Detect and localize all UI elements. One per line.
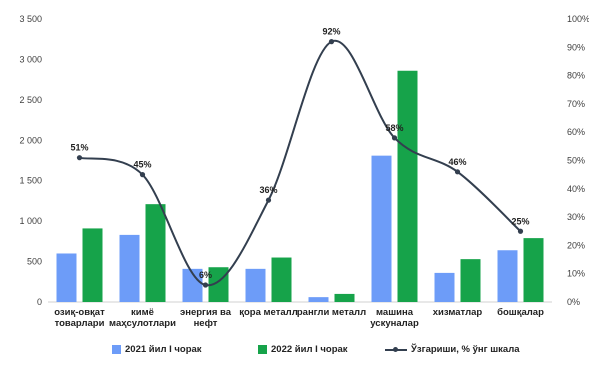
bar-s1-1	[56, 253, 77, 302]
right-tick-label: 10%	[567, 269, 585, 279]
category-label-line: машина	[376, 307, 414, 318]
right-tick-label: 40%	[567, 184, 585, 194]
left-tick-label: 1 500	[19, 176, 42, 186]
left-tick-label: 3 500	[19, 14, 42, 24]
bar-s1-6	[371, 155, 392, 302]
legend-swatch-series-3	[385, 345, 407, 354]
category-label-line: бошқалар	[497, 307, 544, 318]
bar-s2-5	[334, 293, 355, 302]
bar-series-group	[56, 70, 544, 303]
line-point-5	[328, 39, 335, 45]
bar-s1-2	[119, 234, 140, 302]
legend-item-series-3: Ўзгариши, % ўнг шкала	[385, 344, 520, 355]
category-label-line: энергия ва	[180, 307, 232, 318]
bar-s2-7	[460, 259, 481, 302]
bar-s2-1	[82, 228, 103, 302]
bar-s2-4	[271, 257, 292, 302]
combo-chart: 0 500 1 000 1 500 2 000 2 500 3 000 3 500 0% 10%…	[19, 14, 589, 329]
category-label-2: кимё маҳсулотлари	[109, 307, 176, 329]
left-y-axis: 0 500 1 000 1 500 2 000 2 500 3 000 3 500	[19, 14, 42, 307]
legend-item-series-2: 2022 йил I чорак	[258, 344, 348, 355]
line-point-1	[76, 155, 83, 161]
right-tick-label: 20%	[567, 240, 585, 250]
data-label-4: 36%	[259, 185, 277, 195]
bar-s1-7	[434, 272, 455, 302]
category-label-line: рангли металл	[297, 307, 366, 318]
category-label-line: хизматлар	[433, 307, 483, 318]
bar-s1-4	[245, 268, 266, 302]
category-label-7: хизматлар	[433, 307, 483, 318]
line-series-group: 51% 45% 6% 36% 92% 58% 46% 25%	[70, 27, 530, 288]
legend-swatch-series-2	[258, 345, 267, 354]
line-point-7	[454, 169, 461, 175]
right-y-axis: 0% 10% 20% 30% 40% 50% 60% 70% 80% 90% 100%	[567, 14, 589, 307]
legend-label-series-3: Ўзгариши, % ўнг шкала	[411, 344, 520, 355]
left-tick-label: 3 000	[19, 54, 42, 64]
data-label-1: 51%	[70, 143, 88, 153]
category-label-line: қора металл	[239, 307, 297, 318]
data-label-8: 25%	[511, 216, 529, 226]
right-tick-label: 0%	[567, 297, 580, 307]
right-tick-label: 100%	[567, 14, 589, 24]
data-label-5: 92%	[322, 27, 340, 37]
bar-s1-5	[308, 297, 329, 302]
data-label-3: 6%	[199, 270, 212, 280]
bar-s2-6	[397, 70, 418, 303]
right-tick-label: 70%	[567, 99, 585, 109]
percent-change-line	[79, 39, 522, 287]
legend-label-series-1: 2021 йил I чорак	[125, 344, 202, 355]
left-tick-label: 2 000	[19, 135, 42, 145]
category-label-line: озиқ-овқат	[54, 307, 105, 318]
bar-s1-8	[497, 250, 518, 302]
line-point-2	[139, 172, 146, 178]
right-tick-label: 50%	[567, 156, 585, 166]
legend-swatch-series-1	[112, 345, 121, 354]
category-label-1: озиқ-овқат товарлари	[54, 307, 105, 329]
category-label-line: кимё	[131, 307, 154, 318]
left-tick-label: 2 500	[19, 95, 42, 105]
category-label-line: товарлари	[55, 318, 105, 329]
line-point-8	[517, 228, 524, 234]
data-label-6: 58%	[385, 123, 403, 133]
left-tick-label: 500	[27, 257, 42, 267]
right-tick-label: 90%	[567, 42, 585, 52]
category-label-line: нефт	[194, 318, 218, 329]
bar-s1-3	[182, 268, 203, 302]
category-label-8: бошқалар	[497, 307, 544, 318]
line-point-4	[265, 197, 272, 203]
category-label-6: машина ускуналар	[370, 307, 419, 329]
right-tick-label: 80%	[567, 71, 585, 81]
left-tick-label: 0	[37, 297, 42, 307]
chart-legend: 2021 йил I чорак 2022 йил I чорак Ўзгари…	[0, 340, 589, 360]
legend-item-series-1: 2021 йил I чорак	[112, 344, 202, 355]
bar-s2-8	[523, 238, 544, 302]
bar-s2-2	[145, 204, 166, 302]
legend-label-series-2: 2022 йил I чорак	[271, 344, 348, 355]
data-label-7: 46%	[448, 157, 466, 167]
right-tick-label: 30%	[567, 212, 585, 222]
category-label-line: маҳсулотлари	[109, 318, 176, 329]
right-tick-label: 60%	[567, 127, 585, 137]
line-point-3	[202, 282, 209, 288]
data-label-2: 45%	[133, 160, 151, 170]
category-label-4: қора металл	[239, 307, 297, 318]
category-label-line: ускуналар	[370, 318, 419, 329]
left-tick-label: 1 000	[19, 216, 42, 226]
line-point-6	[391, 135, 398, 141]
category-label-5: рангли металл	[297, 307, 366, 318]
category-label-3: энергия ва нефт	[180, 307, 232, 329]
